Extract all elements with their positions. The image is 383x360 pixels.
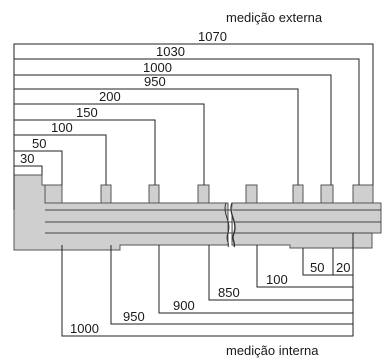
ruler-tooth [44,184,63,204]
dim-line-950 [14,88,299,185]
dim-line-150 [14,119,156,185]
dim-line-1030 [14,58,360,185]
dim-label-100: 100 [51,120,73,135]
break-mark [230,202,236,248]
external-dimensions: 1070 1030 1000 950 200 150 100 50 30 [13,29,374,210]
ruler-tooth [245,184,258,204]
dim-label-950-inner: 950 [123,309,145,324]
dim-label-1000: 1000 [143,60,172,75]
dim-label-50-inner: 50 [310,260,324,275]
ruler-tooth [352,184,374,204]
dim-line-100-inner [256,245,353,288]
ruler-tooth [148,184,160,204]
dim-label-1030: 1030 [156,44,185,59]
ruler-body [13,174,382,251]
dim-label-1070: 1070 [198,29,227,44]
ruler-tooth [100,184,112,204]
external-measurement-caption: medição externa [226,10,323,25]
dim-label-1000-inner: 1000 [70,321,99,336]
dim-label-900: 900 [173,298,195,313]
ruler-tooth [320,184,334,204]
dim-line-1000 [14,74,332,185]
dim-label-100-inner: 100 [266,272,288,287]
dim-line-30 [14,165,43,175]
dim-label-150: 150 [76,105,98,120]
dim-line-50-inner [302,248,333,276]
ruler-left-half [13,174,229,251]
ruler-tooth [197,184,210,204]
internal-measurement-caption: medição interna [226,343,319,358]
dim-label-950: 950 [144,74,166,89]
dim-label-850: 850 [218,285,240,300]
dim-line-50 [14,150,63,185]
dim-line-850 [208,245,353,301]
dim-line-950-inner [110,245,353,325]
ruler-tooth [292,184,304,204]
dim-line-100 [14,134,107,185]
dim-label-30: 30 [20,151,34,166]
dim-label-20: 20 [336,260,350,275]
internal-dimensions: 20 50 100 850 900 950 1000 [61,233,354,337]
dim-line-1000-inner [61,233,354,337]
dim-label-50: 50 [32,136,46,151]
dim-line-1070 [13,43,374,210]
break-mark [224,202,230,248]
dim-line-200 [14,103,205,185]
dim-line-900 [158,245,353,314]
dim-label-200: 200 [99,89,121,104]
